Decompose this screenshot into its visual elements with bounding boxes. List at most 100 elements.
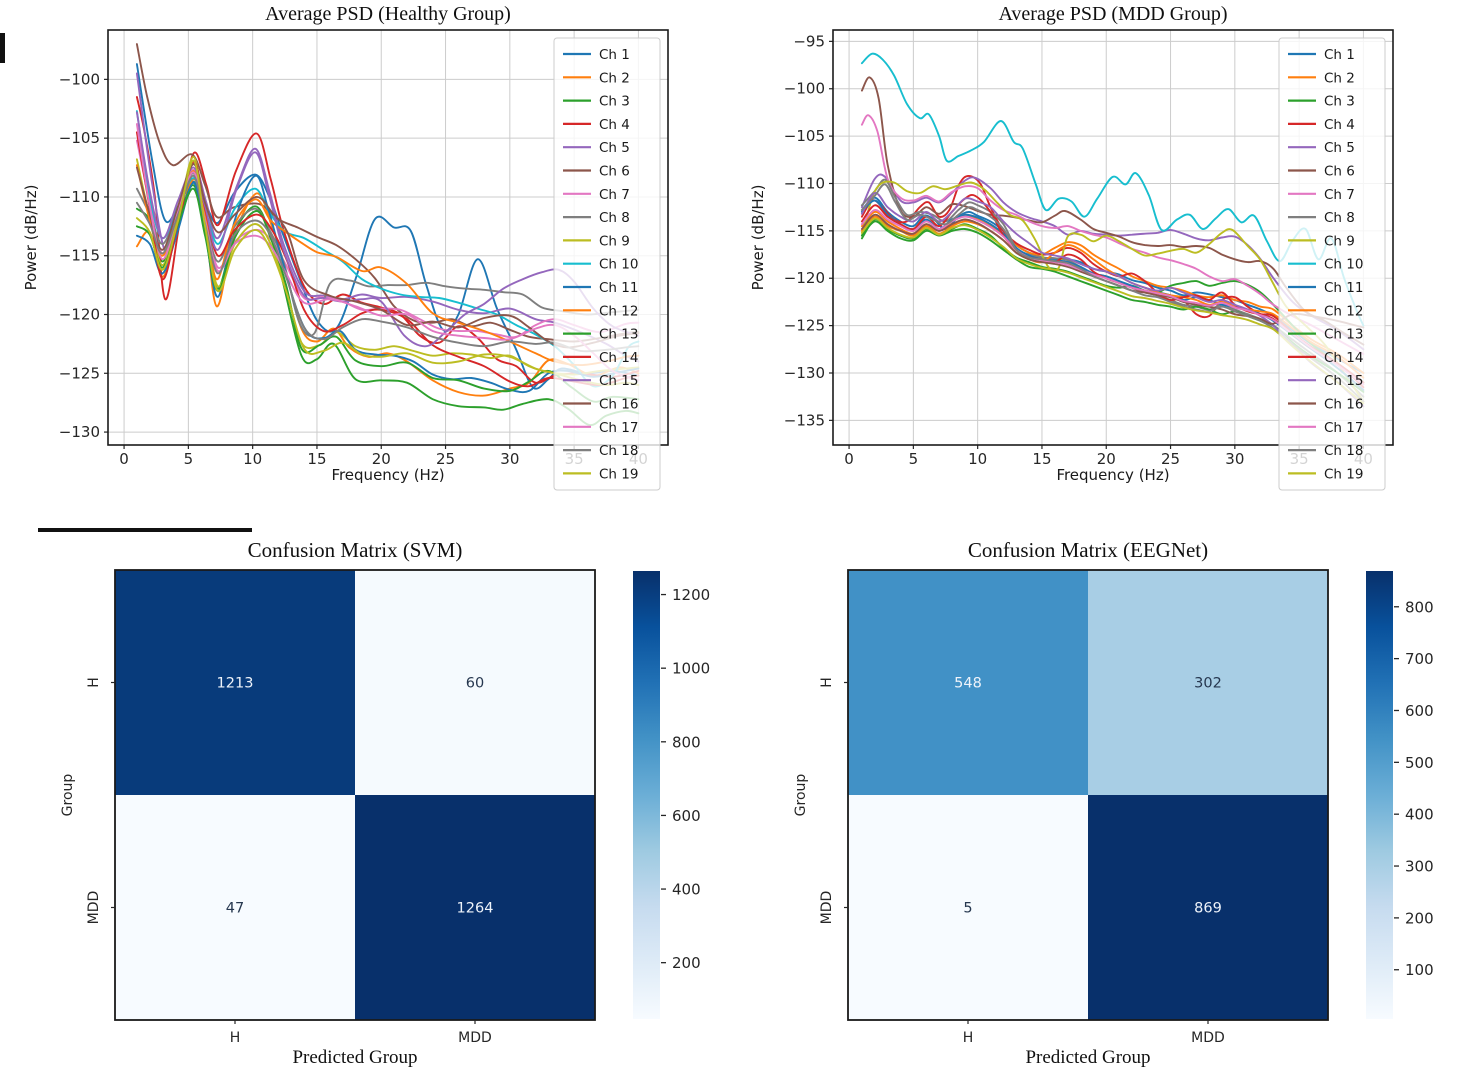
legend-label-ch-8: Ch 8 xyxy=(599,210,630,226)
y-tick-label-H: H xyxy=(86,677,102,688)
cell-MDD-H xyxy=(848,795,1088,1020)
colorbar: 200 400 600 800 1000 1200 xyxy=(633,571,710,1019)
legend-label-ch-4: Ch 4 xyxy=(599,117,630,133)
legend-label-ch-16: Ch 16 xyxy=(599,397,638,413)
colorbar-tick-label-100: 100 xyxy=(1405,961,1434,979)
legend-label-ch-10: Ch 10 xyxy=(1324,257,1363,273)
legend-label-ch-15: Ch 15 xyxy=(1324,373,1363,389)
x-tick-label-15: 15 xyxy=(1032,450,1051,468)
legend-label-ch-14: Ch 14 xyxy=(599,350,638,366)
x-tick-label-H: H xyxy=(963,1030,974,1046)
legend-label-ch-6: Ch 6 xyxy=(1324,164,1355,180)
psd-line-ch-17 xyxy=(135,123,640,382)
colorbar-tick-label-200: 200 xyxy=(672,954,701,972)
scan-artifact-left-edge xyxy=(0,33,5,63)
y-axis-label: Group xyxy=(60,774,76,817)
psd-line-ch-7 xyxy=(860,114,1365,355)
colorbar-tick-label-200: 200 xyxy=(1405,909,1434,927)
chart-title: Confusion Matrix (SVM) xyxy=(248,538,463,562)
cell-value-MDD-H: 5 xyxy=(963,901,972,917)
panel-psd-healthy-group: Average PSD (Healthy Group)0510152025303… xyxy=(0,0,733,515)
legend-label-ch-2: Ch 2 xyxy=(599,70,630,86)
y-tick-label-MDD: MDD xyxy=(819,891,835,925)
colorbar-tick-label-700: 700 xyxy=(1405,650,1434,668)
cell-H-H xyxy=(848,570,1088,795)
legend-label-ch-6: Ch 6 xyxy=(599,164,630,180)
y-tick-label-120: −120 xyxy=(784,269,825,287)
legend-label-ch-3: Ch 3 xyxy=(1324,94,1355,110)
psd-line-ch-6 xyxy=(860,76,1365,346)
chart-title: Average PSD (MDD Group) xyxy=(998,3,1227,25)
y-axis-label: Power (dB/Hz) xyxy=(749,185,767,291)
y-tick-label-95: −95 xyxy=(793,32,825,50)
cell-value-H-H: 1213 xyxy=(217,676,254,692)
x-tick-label-5: 5 xyxy=(184,450,194,468)
psd-line-ch-4 xyxy=(860,174,1365,384)
psd-line-ch-15 xyxy=(860,192,1365,408)
cell-value-H-H: 548 xyxy=(954,676,982,692)
x-tick-label-0: 0 xyxy=(844,450,854,468)
cell-H-H xyxy=(115,570,355,795)
y-tick-label-115: −115 xyxy=(784,222,825,240)
cell-value-MDD-MDD: 1264 xyxy=(457,901,494,917)
matrix-cells: 1213 60 47 1264 xyxy=(115,570,595,1020)
colorbar-tick-label-400: 400 xyxy=(1405,806,1434,824)
legend-label-ch-14: Ch 14 xyxy=(1324,350,1363,366)
x-tick-label-30: 30 xyxy=(1225,450,1244,468)
chart-title: Average PSD (Healthy Group) xyxy=(265,3,511,25)
x-tick-label-20: 20 xyxy=(372,450,391,468)
cell-H-MDD xyxy=(355,570,595,795)
cell-H-MDD xyxy=(1088,570,1328,795)
legend-label-ch-15: Ch 15 xyxy=(599,373,638,389)
legend-label-ch-1: Ch 1 xyxy=(1324,47,1355,63)
x-tick-label-15: 15 xyxy=(307,450,326,468)
x-tick-label-0: 0 xyxy=(119,450,129,468)
legend-label-ch-11: Ch 11 xyxy=(1324,280,1363,296)
legend-label-ch-19: Ch 19 xyxy=(599,466,638,482)
x-tick-label-H: H xyxy=(230,1030,241,1046)
y-axis-label: Group xyxy=(793,774,809,817)
cell-value-MDD-H: 47 xyxy=(226,901,244,917)
colorbar-tick-label-500: 500 xyxy=(1405,754,1434,772)
y-tick-label-H: H xyxy=(819,677,835,688)
y-tick-label-100: −100 xyxy=(784,80,825,98)
x-tick-label-10: 10 xyxy=(243,450,262,468)
cell-value-H-MDD: 60 xyxy=(466,676,484,692)
plot-border xyxy=(107,29,669,446)
psd-line-ch-18 xyxy=(135,174,640,353)
colorbar-gradient xyxy=(633,571,660,1019)
matrix-axis-labels: H MDD H MDD xyxy=(819,677,1225,1046)
psd-line-ch-19 xyxy=(135,159,640,386)
psd-line-ch-14 xyxy=(135,131,640,388)
legend-label-ch-5: Ch 5 xyxy=(1324,140,1355,156)
x-tick-label-20: 20 xyxy=(1097,450,1116,468)
colorbar: 100 200 300 400 500 600 700 800 xyxy=(1366,571,1434,1019)
legend-label-ch-13: Ch 13 xyxy=(599,327,638,343)
matrix-cells: 548 302 5 869 xyxy=(848,570,1328,1020)
y-tick-label-100: −100 xyxy=(59,70,100,88)
y-tick-label-130: −130 xyxy=(784,364,825,382)
legend-label-ch-11: Ch 11 xyxy=(599,280,638,296)
legend-box xyxy=(1278,37,1386,491)
legend-label-ch-5: Ch 5 xyxy=(599,140,630,156)
psd-line-ch-19 xyxy=(860,217,1365,405)
x-axis-label: Frequency (Hz) xyxy=(1056,466,1169,484)
psd-line-ch-13 xyxy=(135,187,640,403)
y-tick-label-105: −105 xyxy=(59,129,100,147)
cell-value-H-MDD: 302 xyxy=(1194,676,1222,692)
panel-psd-mdd-group: Average PSD (MDD Group)0510152025303540−… xyxy=(733,0,1466,515)
legend-label-ch-18: Ch 18 xyxy=(1324,443,1363,459)
cell-MDD-H xyxy=(115,795,355,1020)
colorbar-tick-label-600: 600 xyxy=(672,807,701,825)
matrix-axis-labels: H MDD H MDD xyxy=(86,677,492,1046)
x-tick-label-MDD: MDD xyxy=(458,1030,492,1046)
legend-label-ch-8: Ch 8 xyxy=(1324,210,1355,226)
psd-line-ch-17 xyxy=(860,209,1365,386)
psd-line-ch-9 xyxy=(860,180,1365,403)
legend-box xyxy=(553,37,661,491)
legend-label-ch-9: Ch 9 xyxy=(1324,233,1355,249)
y-tick-label-105: −105 xyxy=(784,127,825,145)
plot-border xyxy=(832,29,1394,446)
legend-label-ch-3: Ch 3 xyxy=(599,94,630,110)
